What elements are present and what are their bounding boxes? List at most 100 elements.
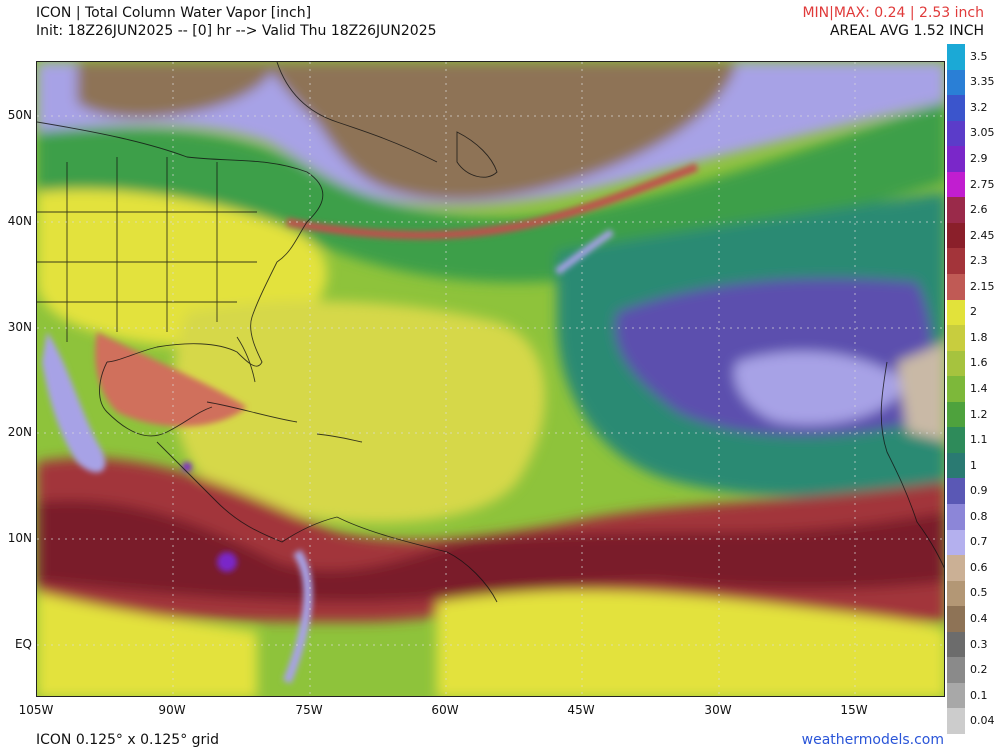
init-valid-time: Init: 18Z26JUN2025 -- [0] hr --> Valid T… xyxy=(36,23,437,39)
colorbar-label: 1.6 xyxy=(970,356,988,370)
sahara-dry xyxy=(897,342,944,442)
colorbar-cell xyxy=(947,708,965,735)
colorbar-label: 0.1 xyxy=(970,688,988,702)
mexico-highlands-dry xyxy=(42,332,106,473)
lat-label-eq: EQ xyxy=(14,637,32,651)
south-atlantic-yellow xyxy=(437,590,944,696)
newfoundland xyxy=(456,131,498,178)
colorbar-label: 1.4 xyxy=(970,382,988,395)
colorbar-cell xyxy=(947,350,965,377)
andes-dry-ridge xyxy=(282,549,313,684)
pacific-yellow xyxy=(37,592,257,696)
colorbar-label: 0.5 xyxy=(970,586,988,600)
min-max-readout: MIN|MAX: 0.24 | 2.53 inch xyxy=(802,5,984,21)
colorbar-label: 3.5 xyxy=(970,49,988,63)
brown-airmass xyxy=(267,62,737,201)
colorbar-label: 2.15 xyxy=(970,279,995,293)
lon-label-105w: 105W xyxy=(18,703,54,717)
central-america-max xyxy=(182,462,192,472)
colorbar-label: 3.2 xyxy=(970,100,988,114)
colorbar-label: 2.45 xyxy=(970,228,995,242)
lon-label-90w: 90W xyxy=(158,703,186,717)
areal-average-readout: AREAL AVG 1.52 INCH xyxy=(829,23,984,39)
lon-label-30w: 30W xyxy=(704,703,732,717)
colorbar-cell xyxy=(947,325,965,352)
colorbar-cell xyxy=(947,146,965,173)
cuba xyxy=(206,401,298,423)
colorbar-label: 0.9 xyxy=(970,484,988,498)
lat-label-20n: 20N xyxy=(7,425,32,439)
colorbar-cell xyxy=(947,555,965,582)
pacific-max-cell xyxy=(217,552,237,572)
lat-label-30n: 30N xyxy=(7,320,32,334)
colorbar-label: 0.2 xyxy=(970,663,988,677)
lon-label-75w: 75W xyxy=(295,703,323,717)
colorbar-label: 1.2 xyxy=(970,407,988,421)
colorbar-label: 1.1 xyxy=(970,433,988,447)
colorbar-cell xyxy=(947,44,965,71)
colorbar-cell xyxy=(947,274,965,301)
colorbar-cell xyxy=(947,248,965,275)
gulf-coast-moist xyxy=(95,332,248,427)
colorbar-cell xyxy=(947,197,965,224)
atmospheric-river xyxy=(286,163,699,240)
dry-streak xyxy=(554,229,614,275)
grid-resolution-note: ICON 0.125° x 0.125° grid xyxy=(36,732,220,748)
lat-label-50n: 50N xyxy=(7,108,32,122)
lon-label-15w: 15W xyxy=(840,703,868,717)
colorbar-cell xyxy=(947,69,965,96)
us-state-grid-1 xyxy=(66,157,218,342)
central-america-coast xyxy=(156,441,338,543)
lon-label-45w: 45W xyxy=(567,703,595,717)
colorbar-cell xyxy=(947,171,965,198)
colorbar-cell xyxy=(947,657,965,684)
colorbar-cell xyxy=(947,299,965,326)
colorbar-label: 3.35 xyxy=(970,75,995,89)
north-america-east-coast xyxy=(37,121,324,367)
colorbar-cell xyxy=(947,222,965,249)
colorbar-cell xyxy=(947,682,965,709)
us-state-grid-2 xyxy=(37,211,257,303)
brown-airmass-west xyxy=(77,62,277,118)
chart-title: ICON | Total Column Water Vapor [inch] xyxy=(36,5,312,21)
colorbar-label: 2 xyxy=(970,305,977,319)
colorbar-label: 0.8 xyxy=(970,509,988,523)
colorbar-label: 2.75 xyxy=(970,177,995,191)
colorbar-cell xyxy=(947,478,965,505)
lavender-dry-core xyxy=(734,351,907,425)
lat-label-40n: 40N xyxy=(7,214,32,228)
colorbar-cell xyxy=(947,631,965,658)
colorbar-cell xyxy=(947,120,965,147)
colorbar-label: 0.7 xyxy=(970,535,988,549)
colorbar-cell xyxy=(947,580,965,607)
site-credit-link[interactable]: weathermodels.com xyxy=(801,732,944,748)
colorbar-label: 0.6 xyxy=(970,560,988,574)
canada-coast xyxy=(276,62,438,163)
hispaniola xyxy=(316,433,363,443)
itcz-maroon-core xyxy=(37,500,944,602)
colorbar-label: 0.04 xyxy=(970,714,995,728)
colorbar-cell xyxy=(947,401,965,428)
colorbar-label: 2.9 xyxy=(970,152,988,165)
south-america-coast xyxy=(336,516,498,603)
colorbar-cell xyxy=(947,606,965,633)
colorbar-cell xyxy=(947,427,965,454)
colorbar-label: 0.4 xyxy=(970,612,988,625)
atlantic-moist-zone xyxy=(173,301,545,523)
water-vapor-map[interactable] xyxy=(36,61,945,697)
colorbar-cell xyxy=(947,452,965,479)
colorbar-label: 1 xyxy=(970,458,977,472)
colorbar-cell xyxy=(947,529,965,556)
colorbar-cell xyxy=(947,95,965,122)
colorbar-label: 0.3 xyxy=(970,637,988,651)
colorbar xyxy=(947,44,965,735)
africa-coast xyxy=(880,361,944,569)
colorbar-label: 2.6 xyxy=(970,203,988,217)
colorbar-label: 3.05 xyxy=(970,126,995,140)
lat-label-10n: 10N xyxy=(7,531,32,545)
colorbar-cell xyxy=(947,504,965,531)
colorbar-label: 1.8 xyxy=(970,330,988,344)
florida xyxy=(236,336,256,383)
lon-label-60w: 60W xyxy=(431,703,459,717)
colorbar-label: 2.3 xyxy=(970,254,988,268)
